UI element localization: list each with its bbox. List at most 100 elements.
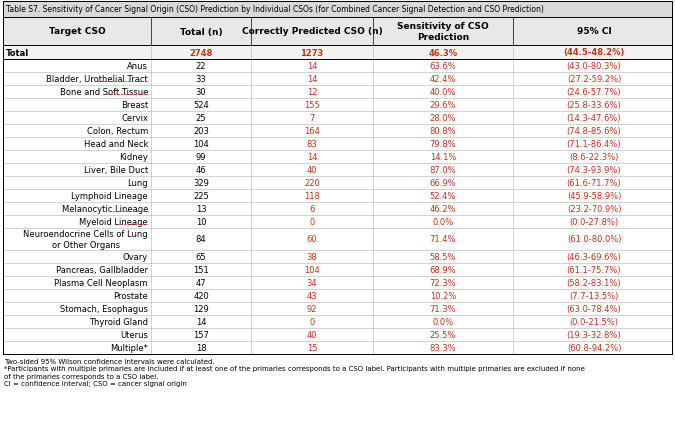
Text: 72.3%: 72.3% [430, 278, 456, 287]
Text: 14: 14 [196, 317, 207, 326]
Text: (7.7-13.5%): (7.7-13.5%) [569, 291, 619, 300]
Text: Target CSO: Target CSO [49, 27, 105, 36]
Bar [3, 190, 672, 203]
Text: 47: 47 [196, 278, 207, 287]
Text: CI = confidence interval; CSO = cancer signal origin: CI = confidence interval; CSO = cancer s… [4, 381, 187, 387]
Text: 84: 84 [196, 235, 207, 244]
Text: 46.2%: 46.2% [430, 204, 456, 214]
Bar [3, 228, 672, 250]
Text: 104: 104 [193, 140, 209, 149]
Text: 60: 60 [306, 235, 317, 244]
Bar [3, 112, 672, 125]
Text: Liver, Bile Duct: Liver, Bile Duct [84, 166, 148, 174]
Bar [3, 73, 672, 86]
Text: Kidney: Kidney [119, 153, 148, 161]
Bar [3, 315, 672, 328]
Text: (25.8-33.6%): (25.8-33.6%) [566, 101, 622, 110]
Text: Myeloid Lineage: Myeloid Lineage [79, 217, 148, 227]
Text: 65: 65 [196, 253, 207, 261]
Bar [3, 2, 672, 18]
Text: 30: 30 [196, 88, 207, 97]
Text: Cervix: Cervix [121, 114, 148, 123]
Text: 329: 329 [193, 178, 209, 187]
Text: 99: 99 [196, 153, 207, 161]
Text: 104: 104 [304, 265, 320, 274]
Text: (74.3-93.9%): (74.3-93.9%) [567, 166, 621, 174]
Bar [3, 138, 672, 151]
Bar [3, 263, 672, 276]
Text: (0.0-27.8%): (0.0-27.8%) [570, 217, 618, 227]
Text: Multiple*: Multiple* [110, 343, 148, 352]
Text: Neuroendocrine Cells of Lung
or Other Organs: Neuroendocrine Cells of Lung or Other Or… [24, 230, 148, 249]
Bar [3, 177, 672, 190]
Bar [3, 289, 672, 302]
Bar [3, 276, 672, 289]
Text: 10.2%: 10.2% [430, 291, 456, 300]
Text: 1273: 1273 [300, 48, 323, 57]
Text: 95% CI: 95% CI [576, 27, 612, 36]
Text: 7: 7 [309, 114, 315, 123]
Text: 15: 15 [306, 343, 317, 352]
Text: 164: 164 [304, 127, 320, 136]
Text: 46.3%: 46.3% [429, 48, 458, 57]
Text: Bone and Soft Tissue: Bone and Soft Tissue [59, 88, 148, 97]
Bar [3, 216, 672, 228]
Bar [3, 341, 672, 354]
Text: 203: 203 [193, 127, 209, 136]
Text: (24.6-57.7%): (24.6-57.7%) [567, 88, 621, 97]
Text: (0.0-21.5%): (0.0-21.5%) [570, 317, 618, 326]
Text: Head and Neck: Head and Neck [84, 140, 148, 149]
Text: 79.8%: 79.8% [430, 140, 456, 149]
Text: Lung: Lung [128, 178, 148, 187]
Text: *Participants with multiple primaries are included if at least one of the primar: *Participants with multiple primaries ar… [4, 366, 585, 372]
Text: (43.0-80.3%): (43.0-80.3%) [567, 62, 621, 71]
Text: (58.2-83.1%): (58.2-83.1%) [567, 278, 621, 287]
Text: Colon, Rectum: Colon, Rectum [87, 127, 148, 136]
Text: Total: Total [6, 48, 29, 57]
Text: (71.1-86.4%): (71.1-86.4%) [567, 140, 621, 149]
Text: (19.3-32.8%): (19.3-32.8%) [567, 330, 621, 339]
Text: Anus: Anus [127, 62, 148, 71]
Text: 14: 14 [306, 153, 317, 161]
Text: 46: 46 [196, 166, 207, 174]
Text: Prostate: Prostate [113, 291, 148, 300]
Text: Uterus: Uterus [120, 330, 148, 339]
Text: Plasma Cell Neoplasm: Plasma Cell Neoplasm [55, 278, 148, 287]
Bar [3, 328, 672, 341]
Bar [3, 125, 672, 138]
Text: 0.0%: 0.0% [433, 317, 454, 326]
Text: (44.5-48.2%): (44.5-48.2%) [564, 48, 624, 57]
Bar [3, 18, 672, 46]
Text: Table S7. Sensitivity of Cancer Signal Origin (CSO) Prediction by Individual CSO: Table S7. Sensitivity of Cancer Signal O… [6, 6, 544, 14]
Text: 92: 92 [306, 304, 317, 313]
Text: (14.3-47.6%): (14.3-47.6%) [567, 114, 621, 123]
Text: 0.0%: 0.0% [433, 217, 454, 227]
Text: Sensitivity of CSO
Prediction: Sensitivity of CSO Prediction [397, 22, 489, 42]
Text: 29.6%: 29.6% [430, 101, 456, 110]
Text: 83.3%: 83.3% [429, 343, 456, 352]
Text: 524: 524 [193, 101, 209, 110]
Text: 2748: 2748 [190, 48, 213, 57]
Text: Breast: Breast [121, 101, 148, 110]
Text: Melanocytic Lineage: Melanocytic Lineage [61, 204, 148, 214]
Text: (61.6-71.7%): (61.6-71.7%) [566, 178, 622, 187]
Bar [3, 46, 672, 60]
Text: 225: 225 [193, 191, 209, 201]
Text: 71.3%: 71.3% [430, 304, 456, 313]
Text: 18: 18 [196, 343, 207, 352]
Text: 66.9%: 66.9% [430, 178, 456, 187]
Text: 22: 22 [196, 62, 207, 71]
Text: 420: 420 [193, 291, 209, 300]
Text: 40.0%: 40.0% [430, 88, 456, 97]
Text: 10: 10 [196, 217, 207, 227]
Text: 63.6%: 63.6% [429, 62, 456, 71]
Bar [3, 151, 672, 164]
Text: 220: 220 [304, 178, 320, 187]
Text: 118: 118 [304, 191, 320, 201]
Text: 14.1%: 14.1% [430, 153, 456, 161]
Text: Thyroid Gland: Thyroid Gland [89, 317, 148, 326]
Text: (45.9-58.9%): (45.9-58.9%) [567, 191, 621, 201]
Text: (23.2-70.9%): (23.2-70.9%) [567, 204, 621, 214]
Text: (60.8-94.2%): (60.8-94.2%) [567, 343, 621, 352]
Text: (74.8-85.6%): (74.8-85.6%) [566, 127, 622, 136]
